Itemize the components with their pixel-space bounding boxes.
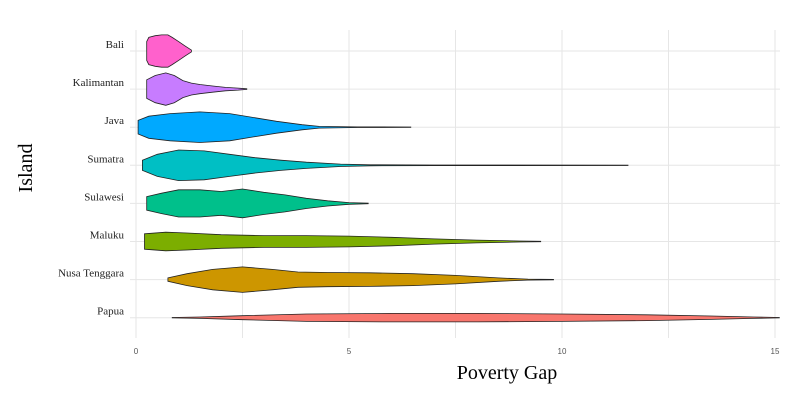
x-tick-label: 10 xyxy=(558,347,567,356)
y-tick-label: Java xyxy=(104,115,124,127)
x-tick-label: 15 xyxy=(771,347,780,356)
x-tick-label: 5 xyxy=(347,347,352,356)
y-tick-label: Kalimantan xyxy=(73,77,125,89)
x-tick-labels: 0 5 10 15 xyxy=(134,347,780,356)
y-tick-label: Papua xyxy=(97,306,124,318)
violin-papua xyxy=(171,313,780,323)
violin-sumatra xyxy=(142,149,629,182)
grid xyxy=(130,30,780,338)
y-axis-title: Island xyxy=(15,144,37,193)
violins xyxy=(137,34,780,323)
y-tick-label: Sulawesi xyxy=(84,191,124,203)
y-tick-label: Maluku xyxy=(90,230,125,242)
y-tick-label: Bali xyxy=(106,39,124,51)
violin-java xyxy=(137,111,412,143)
y-tick-label: Nusa Tenggara xyxy=(58,268,124,280)
y-tick-label: Sumatra xyxy=(87,153,124,165)
violin-maluku xyxy=(144,231,542,252)
violin-bali xyxy=(146,34,192,68)
x-tick-label: 0 xyxy=(134,347,139,356)
violin-kalimantan xyxy=(146,72,248,106)
x-axis-title: Poverty Gap xyxy=(457,362,558,384)
y-tick-labels: Bali Kalimantan Java Sumatra Sulawesi Maluku N… xyxy=(58,39,124,318)
violin-sulawesi xyxy=(146,188,369,219)
violin-nusa-tenggara xyxy=(167,266,554,293)
